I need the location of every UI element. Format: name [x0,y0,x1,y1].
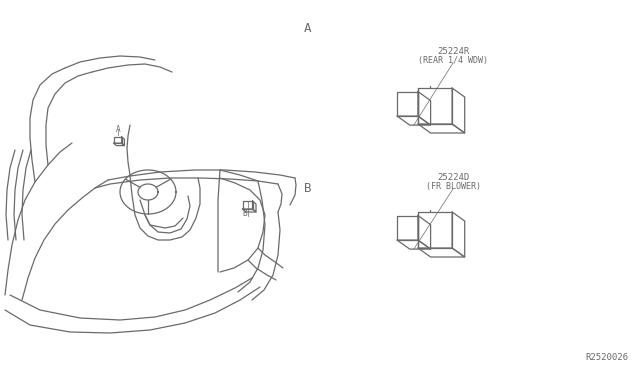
Text: B: B [304,182,312,195]
Text: A: A [116,125,120,134]
Text: B: B [243,209,247,218]
Text: (REAR 1/4 WDW): (REAR 1/4 WDW) [418,57,488,65]
Text: 25224R: 25224R [437,48,469,57]
Text: A: A [304,22,312,35]
Text: R2520026: R2520026 [585,353,628,362]
Text: (FR BLOWER): (FR BLOWER) [426,183,481,192]
Text: 25224D: 25224D [437,173,469,183]
